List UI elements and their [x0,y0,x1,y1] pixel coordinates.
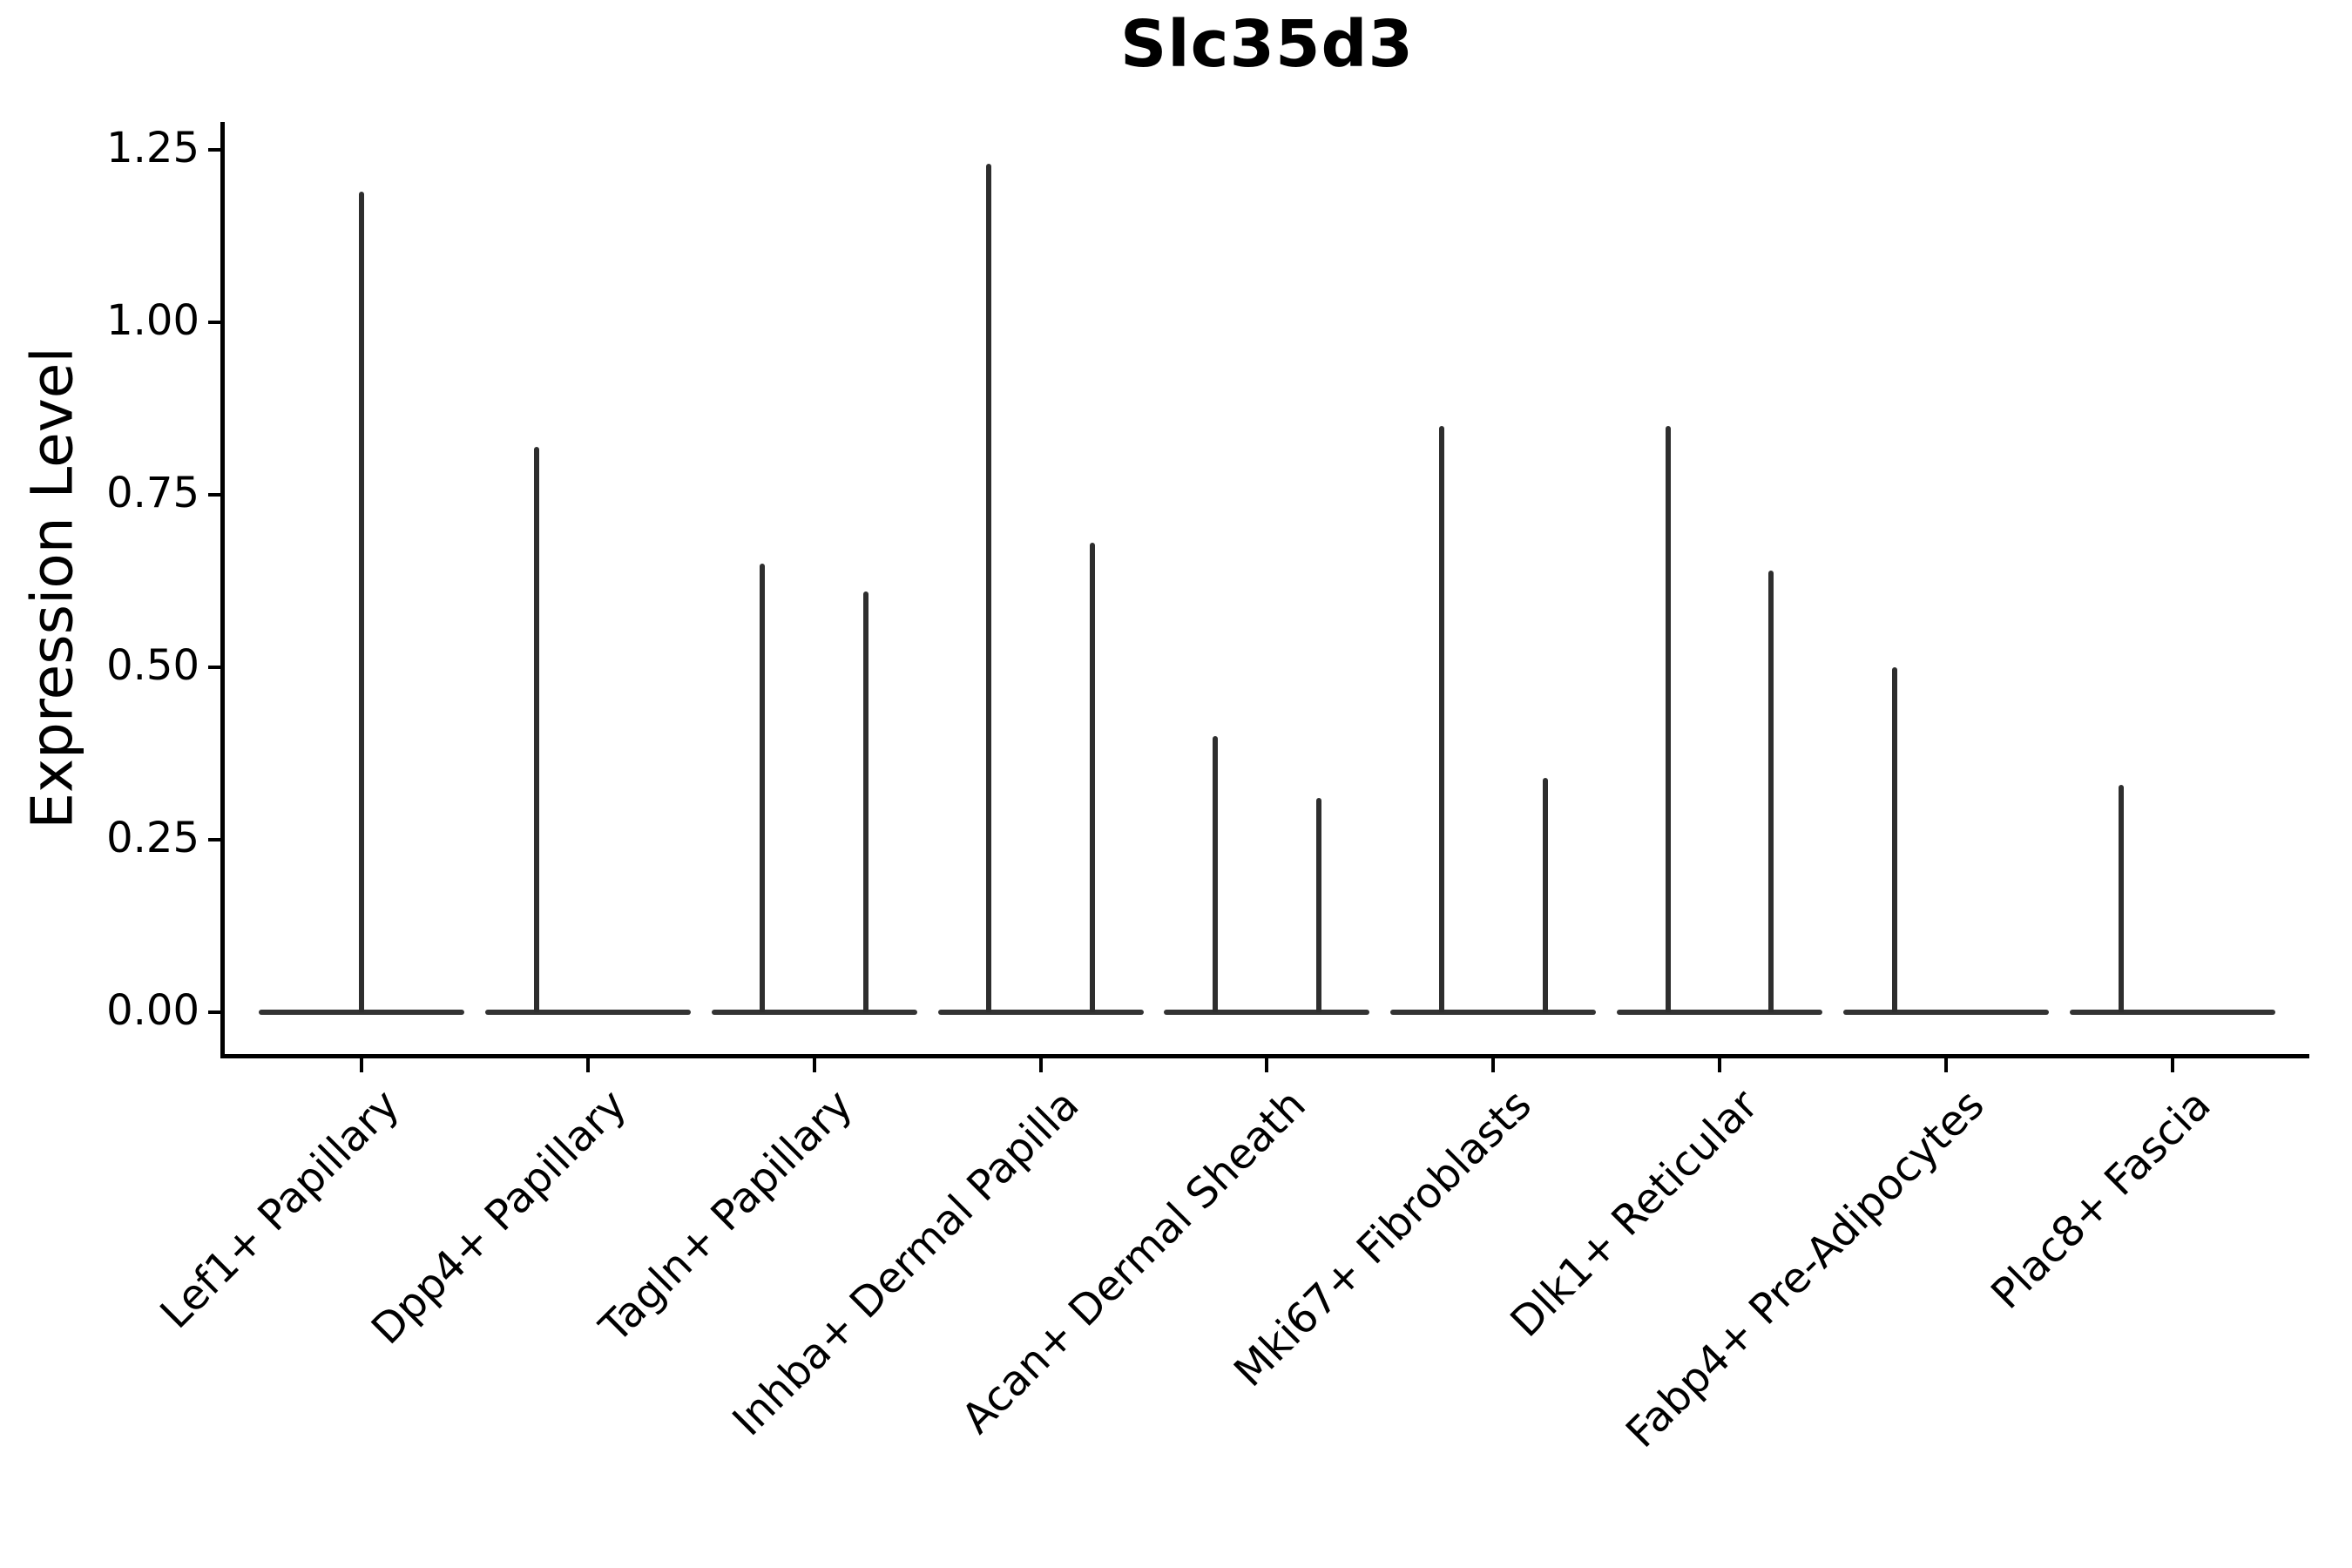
violin-needle [533,446,539,1012]
x-tick-label: Dpp4+ Papillary [362,1080,636,1355]
violin-base [1843,1010,2050,1015]
x-tick-label: Plac8+ Fascia [1982,1080,2220,1319]
y-tick-label: 1.00 [106,296,199,345]
violin-needle [2118,784,2124,1012]
x-tick-label: Lef1+ Papillary [151,1080,409,1339]
y-tick-label: 1.25 [106,124,199,172]
violin-base [1164,1010,1370,1015]
violin-needle [1439,425,1445,1012]
violin-needle [1665,425,1671,1012]
x-tick-mark [1265,1058,1269,1072]
y-tick-mark [208,493,220,497]
violin-base [259,1010,464,1015]
y-tick-label: 0.25 [106,814,199,862]
violin-base [2069,1010,2275,1015]
violin-needle [986,163,992,1012]
x-tick-mark [1718,1058,1722,1072]
x-axis-spine [220,1054,2309,1058]
violin-needle [1768,571,1774,1012]
violin-base [937,1010,1144,1015]
violin-needle [760,564,766,1012]
y-tick-mark [208,666,220,669]
violin-base [1617,1010,1823,1015]
y-tick-mark [208,838,220,841]
violin-base [484,1010,691,1015]
y-tick-mark [208,148,220,152]
violin-needle [359,191,364,1012]
violin-needle [1089,543,1095,1012]
y-tick-label: 0.00 [106,986,199,1035]
x-tick-mark [2170,1058,2174,1072]
y-axis-spine [220,122,225,1058]
x-tick-mark [1491,1058,1496,1072]
y-tick-mark [208,321,220,324]
violin-needle [1891,667,1897,1012]
y-tick-mark [208,1010,220,1014]
y-tick-label: 0.75 [106,469,199,517]
x-tick-mark [585,1058,590,1072]
y-tick-label: 0.50 [106,641,199,690]
x-tick-mark [1038,1058,1043,1072]
x-tick-label: Dlk1+ Reticular [1501,1080,1767,1347]
violin-needle [1542,777,1548,1012]
violin-needle [1213,736,1219,1012]
y-axis-title: Expression Level [18,347,86,829]
x-tick-mark [1944,1058,1949,1072]
violin-needle [862,591,868,1012]
x-tick-mark [812,1058,816,1072]
violin-base [711,1010,917,1015]
x-tick-mark [360,1058,363,1072]
violin-needle [1315,798,1321,1012]
x-tick-label: Tagln+ Papillary [590,1080,862,1352]
violin-base [1390,1010,1597,1015]
chart-title: Slc35d3 [1120,7,1414,82]
